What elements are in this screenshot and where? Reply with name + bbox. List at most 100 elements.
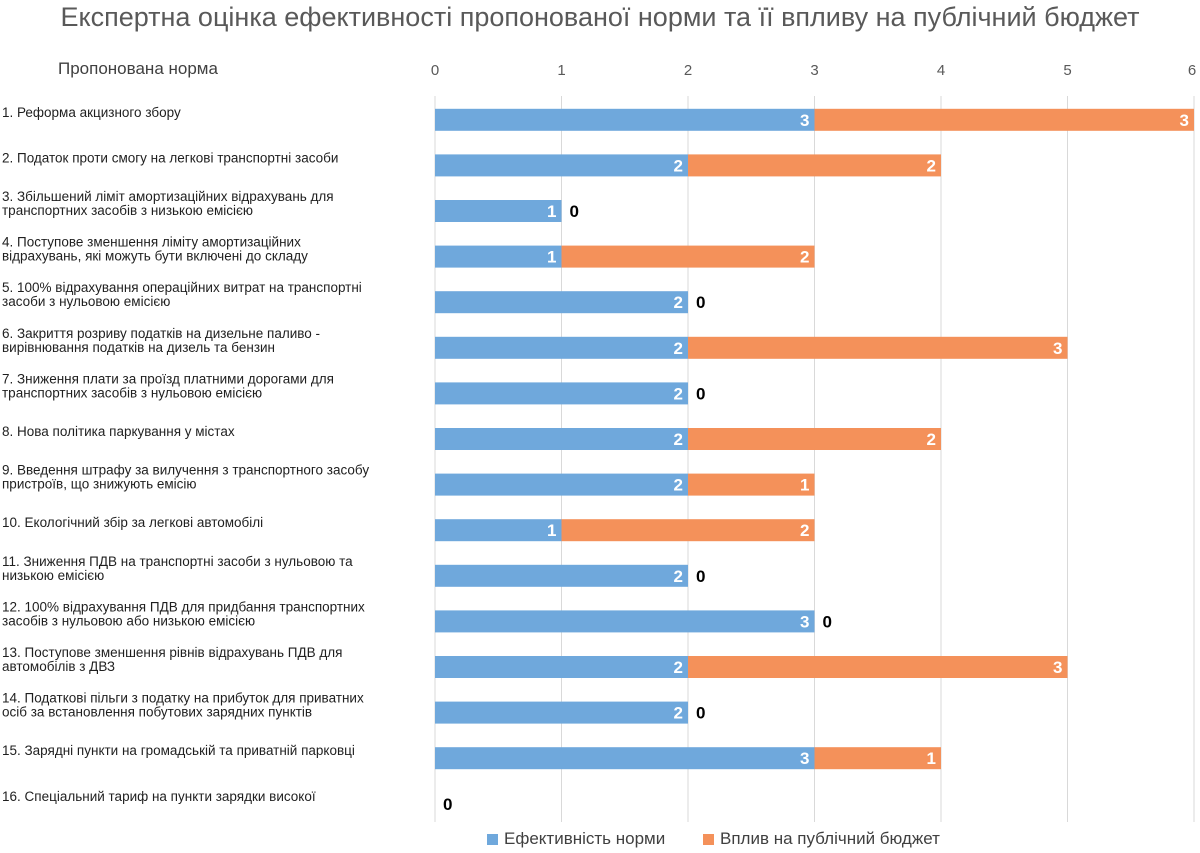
data-label-budget-impact: 3 xyxy=(1053,339,1062,358)
bar-efficiency xyxy=(435,701,688,724)
category-label-line: 6. Закриття розриву податків на дизельне… xyxy=(2,326,320,341)
bar-efficiency xyxy=(435,200,562,222)
category-label: 11. Зниження ПДВ на транспортні засоби з… xyxy=(2,554,353,583)
data-label-budget-impact: 0 xyxy=(696,704,705,723)
bar-efficiency xyxy=(435,108,815,131)
x-tick-label: 5 xyxy=(1063,62,1071,79)
category-label-line: 7. Зниження плати за проїзд платними дор… xyxy=(2,371,334,386)
category-label: 3. Збільшений ліміт амортизаційних відра… xyxy=(2,189,334,218)
category-label: 9. Введення штрафу за вилучення з трансп… xyxy=(2,463,369,492)
data-label-efficiency: 2 xyxy=(674,658,683,677)
data-label-budget-impact: 0 xyxy=(696,293,705,312)
data-label-budget-impact: 1 xyxy=(927,749,936,768)
legend-label: Ефективність норми xyxy=(504,829,665,848)
category-label: 1. Реформа акцизного збору xyxy=(2,105,181,120)
category-label: 7. Зниження плати за проїзд платними дор… xyxy=(2,371,334,400)
category-label-line: вирівнювання податків на дизель та бензи… xyxy=(2,340,275,355)
bar-budget-impact xyxy=(688,336,1068,359)
x-tick-label: 2 xyxy=(684,62,692,79)
category-label-line: 13. Поступове зменшення рівнів відрахува… xyxy=(2,645,342,660)
data-label-budget-impact: 0 xyxy=(443,795,452,814)
legend-label: Вплив на публічний бюджет xyxy=(720,829,940,848)
x-axis-ticks: 0 1 2 3 4 5 6 xyxy=(431,62,1196,79)
data-label-efficiency: 2 xyxy=(674,476,683,495)
category-label: 13. Поступове зменшення рівнів відрахува… xyxy=(2,645,342,674)
data-label-efficiency: 3 xyxy=(800,612,809,631)
bar-efficiency xyxy=(435,656,688,678)
bar-efficiency xyxy=(435,291,688,314)
bar-efficiency xyxy=(435,519,562,542)
category-label: 16. Спеціальний тариф на пункти зарядки … xyxy=(2,789,316,804)
data-label-efficiency: 2 xyxy=(674,430,683,449)
category-label-line: пристроїв, що знижують емісію xyxy=(2,477,197,492)
bar-budget-impact xyxy=(688,428,941,450)
category-label: 10. Екологічний збір за легкові автомобі… xyxy=(2,515,263,530)
data-label-efficiency: 2 xyxy=(674,339,683,358)
category-label-line: автомобілів з ДВЗ xyxy=(2,659,115,674)
bar-budget-impact xyxy=(688,473,815,496)
category-label-line: засоби з нульовою емісією xyxy=(2,294,170,309)
data-label-efficiency: 1 xyxy=(547,202,556,221)
category-label: 15. Зарядні пункти на громадській та при… xyxy=(2,743,355,758)
bar-budget-impact xyxy=(561,245,815,268)
bar-efficiency xyxy=(435,336,688,359)
x-tick-label: 1 xyxy=(557,62,565,79)
category-label: 12. 100% відрахування ПДВ для придбання … xyxy=(2,599,365,628)
bar-efficiency xyxy=(435,382,688,405)
bar-efficiency xyxy=(435,564,688,587)
bar-budget-impact xyxy=(561,519,815,542)
bar-efficiency xyxy=(435,610,815,633)
data-label-budget-impact: 0 xyxy=(570,202,579,221)
data-label-budget-impact: 2 xyxy=(800,521,809,540)
data-label-budget-impact: 2 xyxy=(927,430,936,449)
data-label-efficiency: 2 xyxy=(674,567,683,586)
bar-budget-impact xyxy=(688,656,1068,678)
data-label-budget-impact: 2 xyxy=(927,156,936,175)
data-label-budget-impact: 1 xyxy=(800,476,809,495)
category-labels: 1. Реформа акцизного збору 2. Податок про… xyxy=(2,105,369,804)
data-label-budget-impact: 0 xyxy=(696,567,705,586)
bar-efficiency xyxy=(435,747,815,770)
data-label-budget-impact: 0 xyxy=(823,612,832,631)
data-label-efficiency: 2 xyxy=(674,704,683,723)
data-label-efficiency: 2 xyxy=(674,293,683,312)
bar-budget-impact xyxy=(814,747,941,770)
category-label: 6. Закриття розриву податків на дизельне… xyxy=(2,326,320,355)
category-label-line: 11. Зниження ПДВ на транспортні засоби з… xyxy=(2,554,353,569)
data-label-efficiency: 2 xyxy=(674,384,683,403)
category-label-line: транспортних засобів з нульовою емісією xyxy=(2,385,262,400)
category-label-line: 3. Збільшений ліміт амортизаційних відра… xyxy=(2,189,334,204)
data-labels: 3 32 21 01 22 02 32 02 22 11 22 03 02 32 03 10 xyxy=(443,111,1189,814)
category-label: 5. 100% відрахування операційних витрат … xyxy=(2,280,362,309)
data-label-budget-impact: 3 xyxy=(1180,111,1189,130)
legend-swatch xyxy=(703,834,714,845)
data-label-efficiency: 3 xyxy=(800,749,809,768)
bar-budget-impact xyxy=(688,154,941,177)
category-label-line: 14. Податкові пільги з податку на прибут… xyxy=(2,691,364,706)
bar-efficiency xyxy=(435,154,688,177)
chart-title: Експертна оцінка ефективності пропонован… xyxy=(60,2,1140,32)
x-tick-label: 3 xyxy=(810,62,818,79)
category-label-line: 12. 100% відрахування ПДВ для придбання … xyxy=(2,599,365,614)
data-label-efficiency: 1 xyxy=(547,248,556,267)
bar-budget-impact xyxy=(814,108,1194,131)
x-tick-label: 4 xyxy=(937,62,945,79)
data-label-efficiency: 3 xyxy=(800,111,809,130)
x-tick-label: 0 xyxy=(431,62,439,79)
category-label-line: засобів з нульовою або низькою емісією xyxy=(2,613,255,628)
category-label: 2. Податок проти смогу на легкові трансп… xyxy=(2,150,338,165)
category-label: 14. Податкові пільги з податку на прибут… xyxy=(2,691,364,720)
legend: Ефективність норми Вплив на публічний бюд… xyxy=(487,829,940,848)
category-label: 4. Поступове зменшення ліміту амортизаці… xyxy=(2,235,308,264)
category-label: 8. Нова політика паркування у містах xyxy=(2,424,235,439)
category-label-line: осіб за встановлення побутових зарядних … xyxy=(2,705,312,720)
legend-swatch xyxy=(487,834,498,845)
category-label-line: 9. Введення штрафу за вилучення з трансп… xyxy=(2,463,369,478)
x-tick-label: 6 xyxy=(1188,62,1196,79)
category-label-line: відрахувань, які можуть бути включені до… xyxy=(2,249,308,264)
category-axis-header: Пропонована норма xyxy=(58,59,218,78)
bar-efficiency xyxy=(435,428,688,450)
category-label-line: 4. Поступове зменшення ліміту амортизаці… xyxy=(2,235,301,250)
data-label-budget-impact: 2 xyxy=(800,248,809,267)
